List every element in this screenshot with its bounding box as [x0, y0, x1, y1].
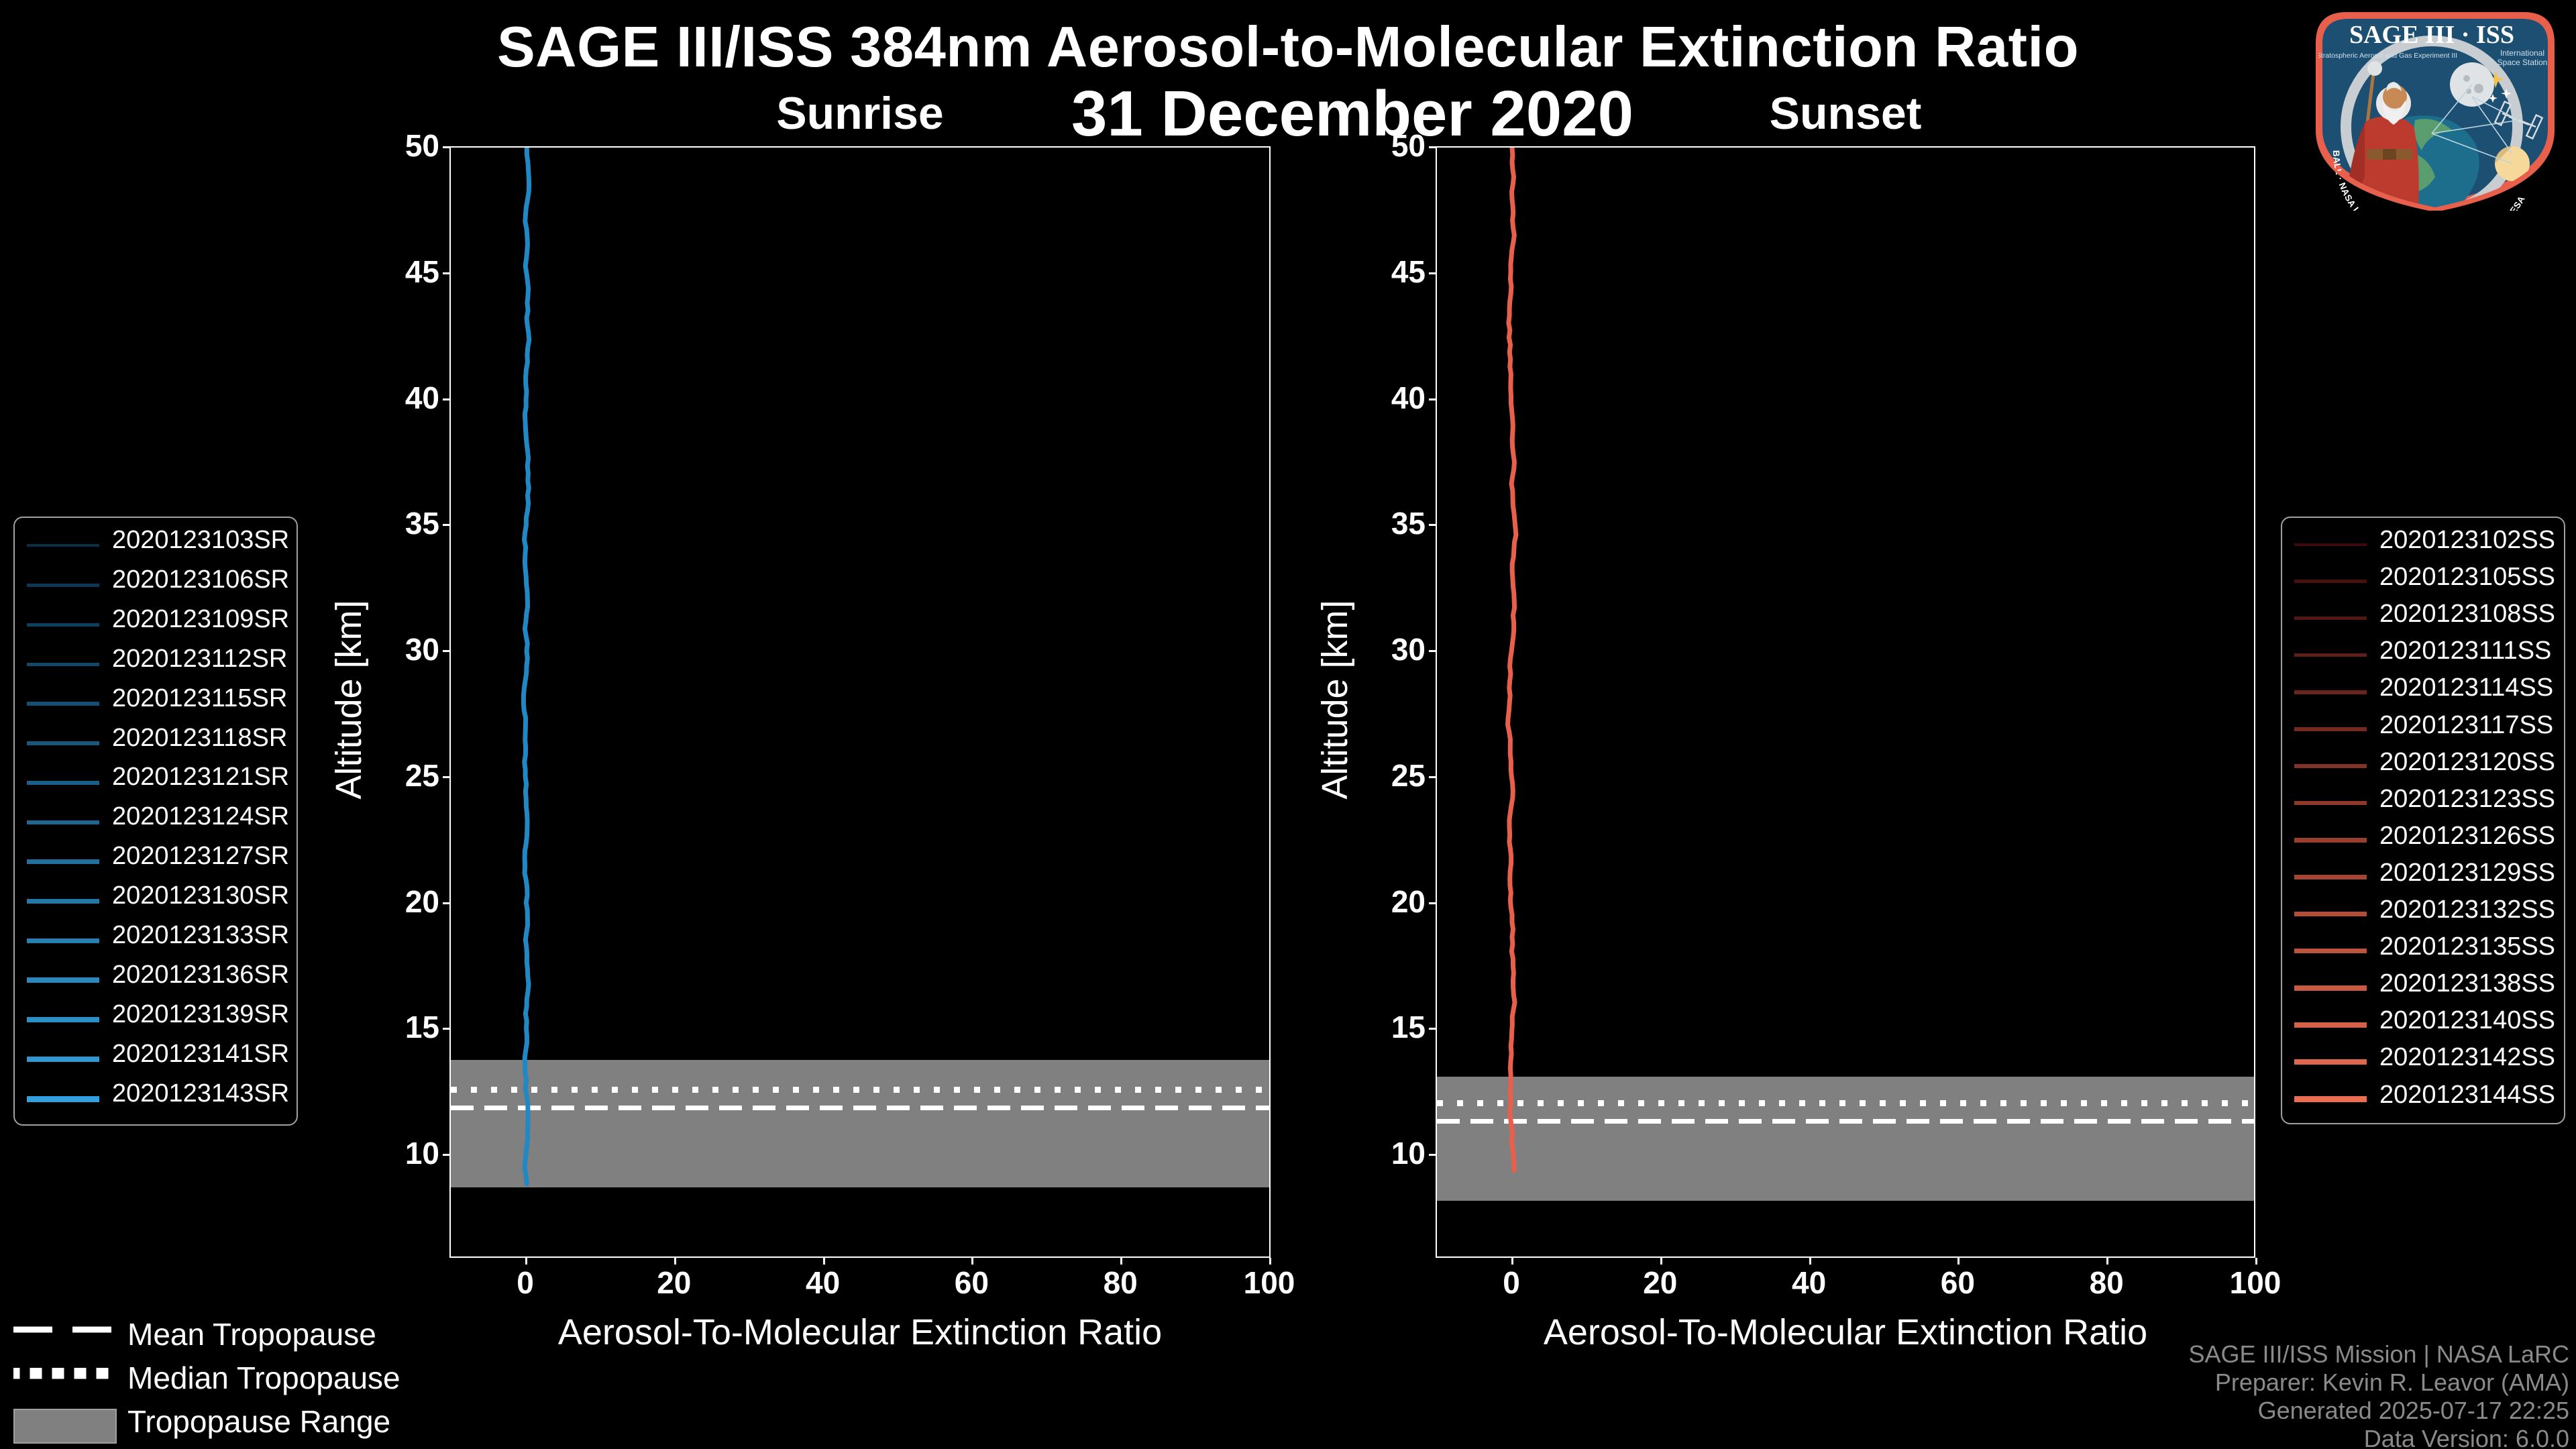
svg-text:Stratospheric Aerosol and Gas: Stratospheric Aerosol and Gas Experiment… [2316, 52, 2457, 60]
svg-text:Space Station: Space Station [2498, 58, 2548, 67]
svg-text:SAGE III · ISS: SAGE III · ISS [2349, 21, 2514, 49]
svg-text:International: International [2500, 48, 2544, 58]
